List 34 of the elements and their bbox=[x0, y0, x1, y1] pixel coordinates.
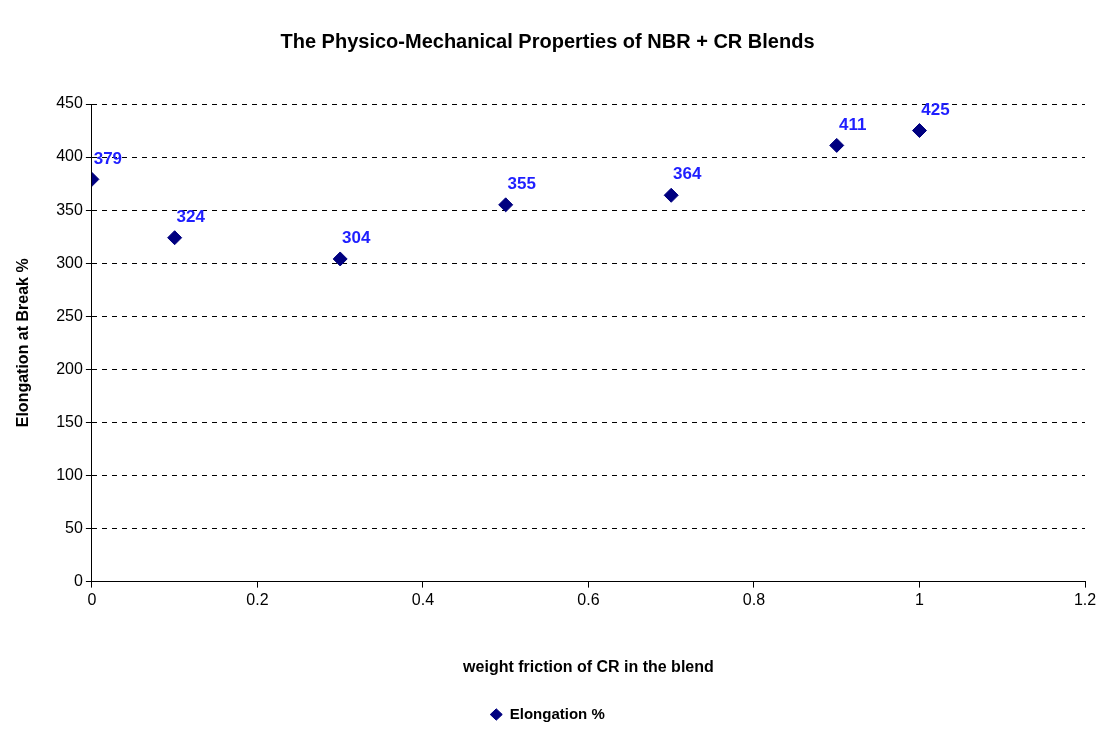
chart-title: The Physico-Mechanical Properties of NBR + CR Blends bbox=[280, 29, 815, 52]
y-tick-label: 50 bbox=[65, 518, 83, 536]
x-tick-label: 0 bbox=[87, 590, 97, 608]
data-label: 355 bbox=[507, 174, 536, 194]
y-tick-label: 150 bbox=[56, 412, 83, 430]
data-label: 411 bbox=[839, 114, 867, 134]
y-tick-label: 200 bbox=[56, 359, 83, 377]
point bbox=[911, 123, 927, 139]
point bbox=[167, 230, 183, 246]
y-tick-label: 350 bbox=[56, 200, 83, 218]
y-tick-label: 400 bbox=[56, 147, 83, 165]
x-tick-label: 0.2 bbox=[246, 590, 269, 608]
point bbox=[663, 187, 679, 203]
y-tick-label: 450 bbox=[56, 94, 83, 112]
legend-label: Elongation % bbox=[509, 704, 605, 722]
x-tick-label: 0.8 bbox=[742, 590, 766, 608]
point bbox=[829, 137, 845, 153]
x-tick-label: 0.6 bbox=[577, 590, 600, 608]
x-tick-label: 1 bbox=[915, 590, 925, 608]
y-axis-title: Elongation at Break % bbox=[14, 258, 32, 428]
data-label: 304 bbox=[341, 228, 371, 248]
data-label: 425 bbox=[921, 99, 950, 119]
y-tick-label: 250 bbox=[56, 306, 83, 324]
y-tick-label: 0 bbox=[73, 572, 83, 590]
data-label: 379 bbox=[93, 148, 123, 168]
x-tick-label: 1.2 bbox=[1073, 590, 1097, 608]
x-axis-title: weight friction of CR in the blend bbox=[462, 657, 714, 675]
y-tick-label: 100 bbox=[56, 465, 83, 483]
y-tick-label: 300 bbox=[56, 253, 83, 271]
point bbox=[332, 251, 348, 267]
x-tick-label: 0.4 bbox=[411, 590, 435, 608]
data-label: 324 bbox=[176, 206, 206, 226]
data-label: 364 bbox=[673, 164, 702, 184]
point bbox=[498, 197, 514, 213]
